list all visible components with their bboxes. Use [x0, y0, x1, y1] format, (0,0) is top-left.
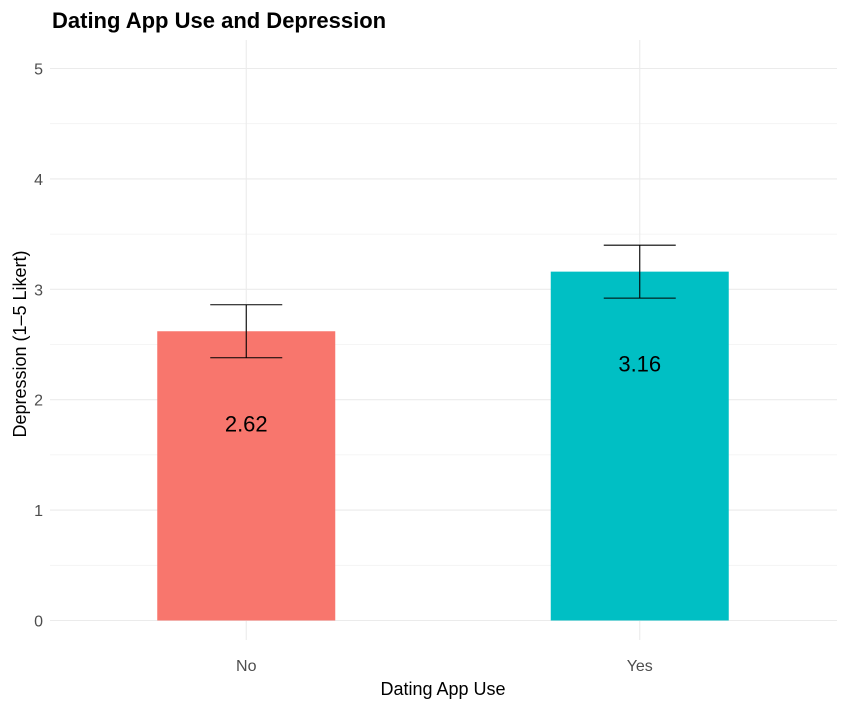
x-axis-title: Dating App Use: [380, 679, 505, 699]
x-axis-ticks: No Yes: [236, 658, 653, 675]
y-tick-label: 5: [34, 62, 43, 79]
y-tick-label: 3: [34, 282, 43, 299]
y-tick-label: 2: [34, 393, 43, 410]
chart-title: Dating App Use and Depression: [52, 8, 386, 33]
y-axis-ticks: 0 1 2 3 4 5: [34, 62, 43, 631]
x-tick-label: No: [236, 658, 257, 675]
data-label: 2.62: [225, 411, 268, 436]
bar-no: [157, 331, 336, 621]
bar-yes: [550, 271, 729, 621]
y-tick-label: 4: [34, 172, 43, 189]
bars: [157, 271, 729, 621]
y-axis-title: Depression (1–5 Likert): [10, 250, 30, 437]
error-bars: [210, 244, 676, 359]
data-labels: 2.62 3.16: [225, 352, 661, 437]
y-tick-label: 1: [34, 503, 43, 520]
data-label: 3.16: [618, 352, 661, 377]
y-tick-label: 0: [34, 614, 43, 631]
x-tick-label: Yes: [627, 658, 653, 675]
